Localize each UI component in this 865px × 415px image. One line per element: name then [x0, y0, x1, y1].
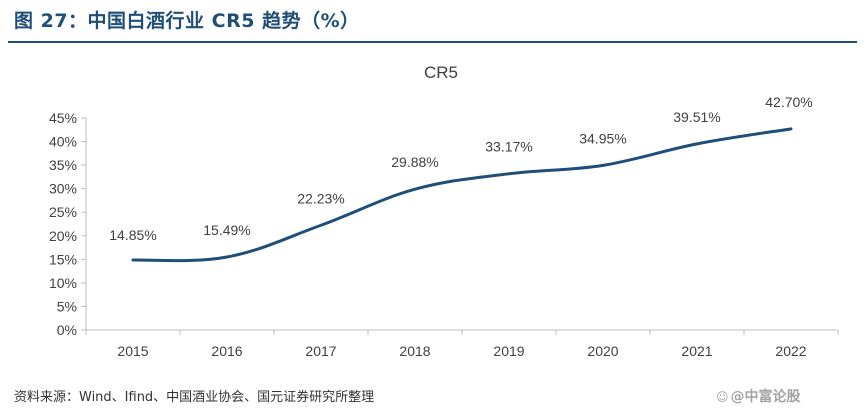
x-tick-label: 2017: [305, 343, 336, 359]
data-label: 22.23%: [297, 190, 344, 206]
chart-title: CR5: [424, 63, 458, 82]
data-label: 29.88%: [391, 154, 438, 170]
x-tick-label: 2018: [399, 343, 430, 359]
y-tick-label: 0%: [57, 322, 77, 338]
data-label: 14.85%: [109, 227, 156, 243]
weibo-like-icon: ☺: [716, 390, 729, 404]
y-tick-label: 35%: [49, 157, 77, 173]
x-tick-label: 2021: [681, 343, 712, 359]
y-axis: 0% 5% 10% 15% 20% 25% 30% 35% 40% 45%: [49, 110, 87, 338]
x-tick-label: 2019: [493, 343, 524, 359]
x-axis: 2015 2016 2017 2018 2019 2020 2021 2022: [85, 329, 839, 359]
figure-title: 图 27：中国白酒行业 CR5 趋势（%）: [14, 10, 360, 32]
y-tick-label: 5%: [57, 298, 77, 314]
data-label: 34.95%: [579, 130, 626, 146]
x-tick-label: 2016: [211, 343, 242, 359]
data-label: 42.70%: [765, 94, 812, 110]
series-cr5: [131, 127, 793, 263]
y-tick-label: 40%: [49, 134, 77, 150]
source-note: 资料来源：Wind、Ifind、中国酒业协会、国元证券研究所整理: [14, 390, 375, 405]
watermark-text: @中富论股: [730, 389, 801, 405]
y-tick-label: 20%: [49, 228, 77, 244]
watermark: ☺ @中富论股: [716, 386, 801, 406]
y-tick-label: 10%: [49, 275, 77, 291]
data-label: 39.51%: [673, 109, 720, 125]
x-tick-label: 2022: [775, 343, 806, 359]
data-label: 15.49%: [203, 222, 250, 238]
data-label: 33.17%: [485, 139, 532, 155]
x-tick-label: 2015: [117, 343, 148, 359]
title-divider: [8, 41, 857, 43]
y-tick-label: 15%: [49, 251, 77, 267]
y-tick-label: 25%: [49, 204, 77, 220]
chart-area: CR5 0% 5% 10% 15% 20% 25% 30% 35% 40% 45% 2015 201…: [0, 44, 865, 380]
y-tick-label: 45%: [49, 110, 77, 126]
y-tick-label: 30%: [49, 181, 77, 197]
series-line-cr5: [131, 127, 793, 263]
data-labels: 14.85% 15.49% 22.23% 29.88% 33.17% 34.95% 39.5…: [109, 94, 812, 243]
cr5-line-chart: CR5 0%5%10%15%20%25%30%35%40%45% 2015 201…: [49, 63, 839, 359]
x-tick-label: 2020: [587, 343, 618, 359]
